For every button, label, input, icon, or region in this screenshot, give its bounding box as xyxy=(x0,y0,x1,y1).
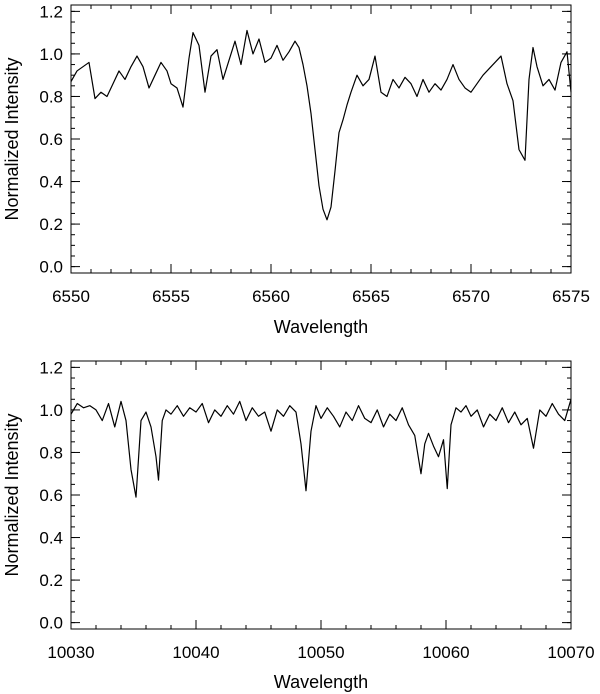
y-tick-label: 0.0 xyxy=(39,614,63,633)
y-tick-label: 0.4 xyxy=(39,529,63,548)
x-axis-label: Wavelength xyxy=(274,672,368,692)
y-tick-label: 1.0 xyxy=(39,45,63,64)
spectrum-line xyxy=(70,399,572,498)
x-axis-label: Wavelength xyxy=(274,317,368,337)
y-tick-label: 0.2 xyxy=(39,571,63,590)
near-ir-spectrum-panel: 10030 10040 10050 10060 10070 0.0 0.2 0.4 0.6 0.8… xyxy=(2,358,595,692)
y-axis-label: Normalized Intensity xyxy=(2,413,22,576)
x-tick-label: 6575 xyxy=(552,287,590,306)
x-tick-label: 10060 xyxy=(422,643,469,662)
spectrum-line xyxy=(70,29,572,221)
x-tick-label: 6555 xyxy=(152,287,190,306)
y-tick-label: 0.2 xyxy=(39,215,63,234)
x-tick-label: 10030 xyxy=(47,643,94,662)
x-tick-label: 10070 xyxy=(547,643,594,662)
y-axis-label: Normalized Intensity xyxy=(2,57,22,220)
y-tick-label: 0.8 xyxy=(39,443,63,462)
x-tick-label: 10050 xyxy=(297,643,344,662)
halpha-spectrum-panel: 6550 6555 6560 6565 6570 6575 0.0 0.2 0.4 0.6 0.8 1… xyxy=(2,2,590,337)
x-tick-label: 10040 xyxy=(172,643,219,662)
y-tick-label: 1.2 xyxy=(39,2,63,21)
y-tick-label: 0.0 xyxy=(39,258,63,277)
x-tick-label: 6560 xyxy=(252,287,290,306)
plot-frame xyxy=(70,360,572,630)
x-tick-label: 6550 xyxy=(52,287,90,306)
y-tick-label: 1.2 xyxy=(39,358,63,377)
y-tick-label: 0.4 xyxy=(39,173,63,192)
y-tick-label: 0.6 xyxy=(39,486,63,505)
plot-frame xyxy=(70,4,572,274)
x-tick-label: 6570 xyxy=(452,287,490,306)
y-tick-label: 1.0 xyxy=(39,401,63,420)
y-tick-label: 0.8 xyxy=(39,87,63,106)
x-tick-label: 6565 xyxy=(352,287,390,306)
y-tick-label: 0.6 xyxy=(39,130,63,149)
